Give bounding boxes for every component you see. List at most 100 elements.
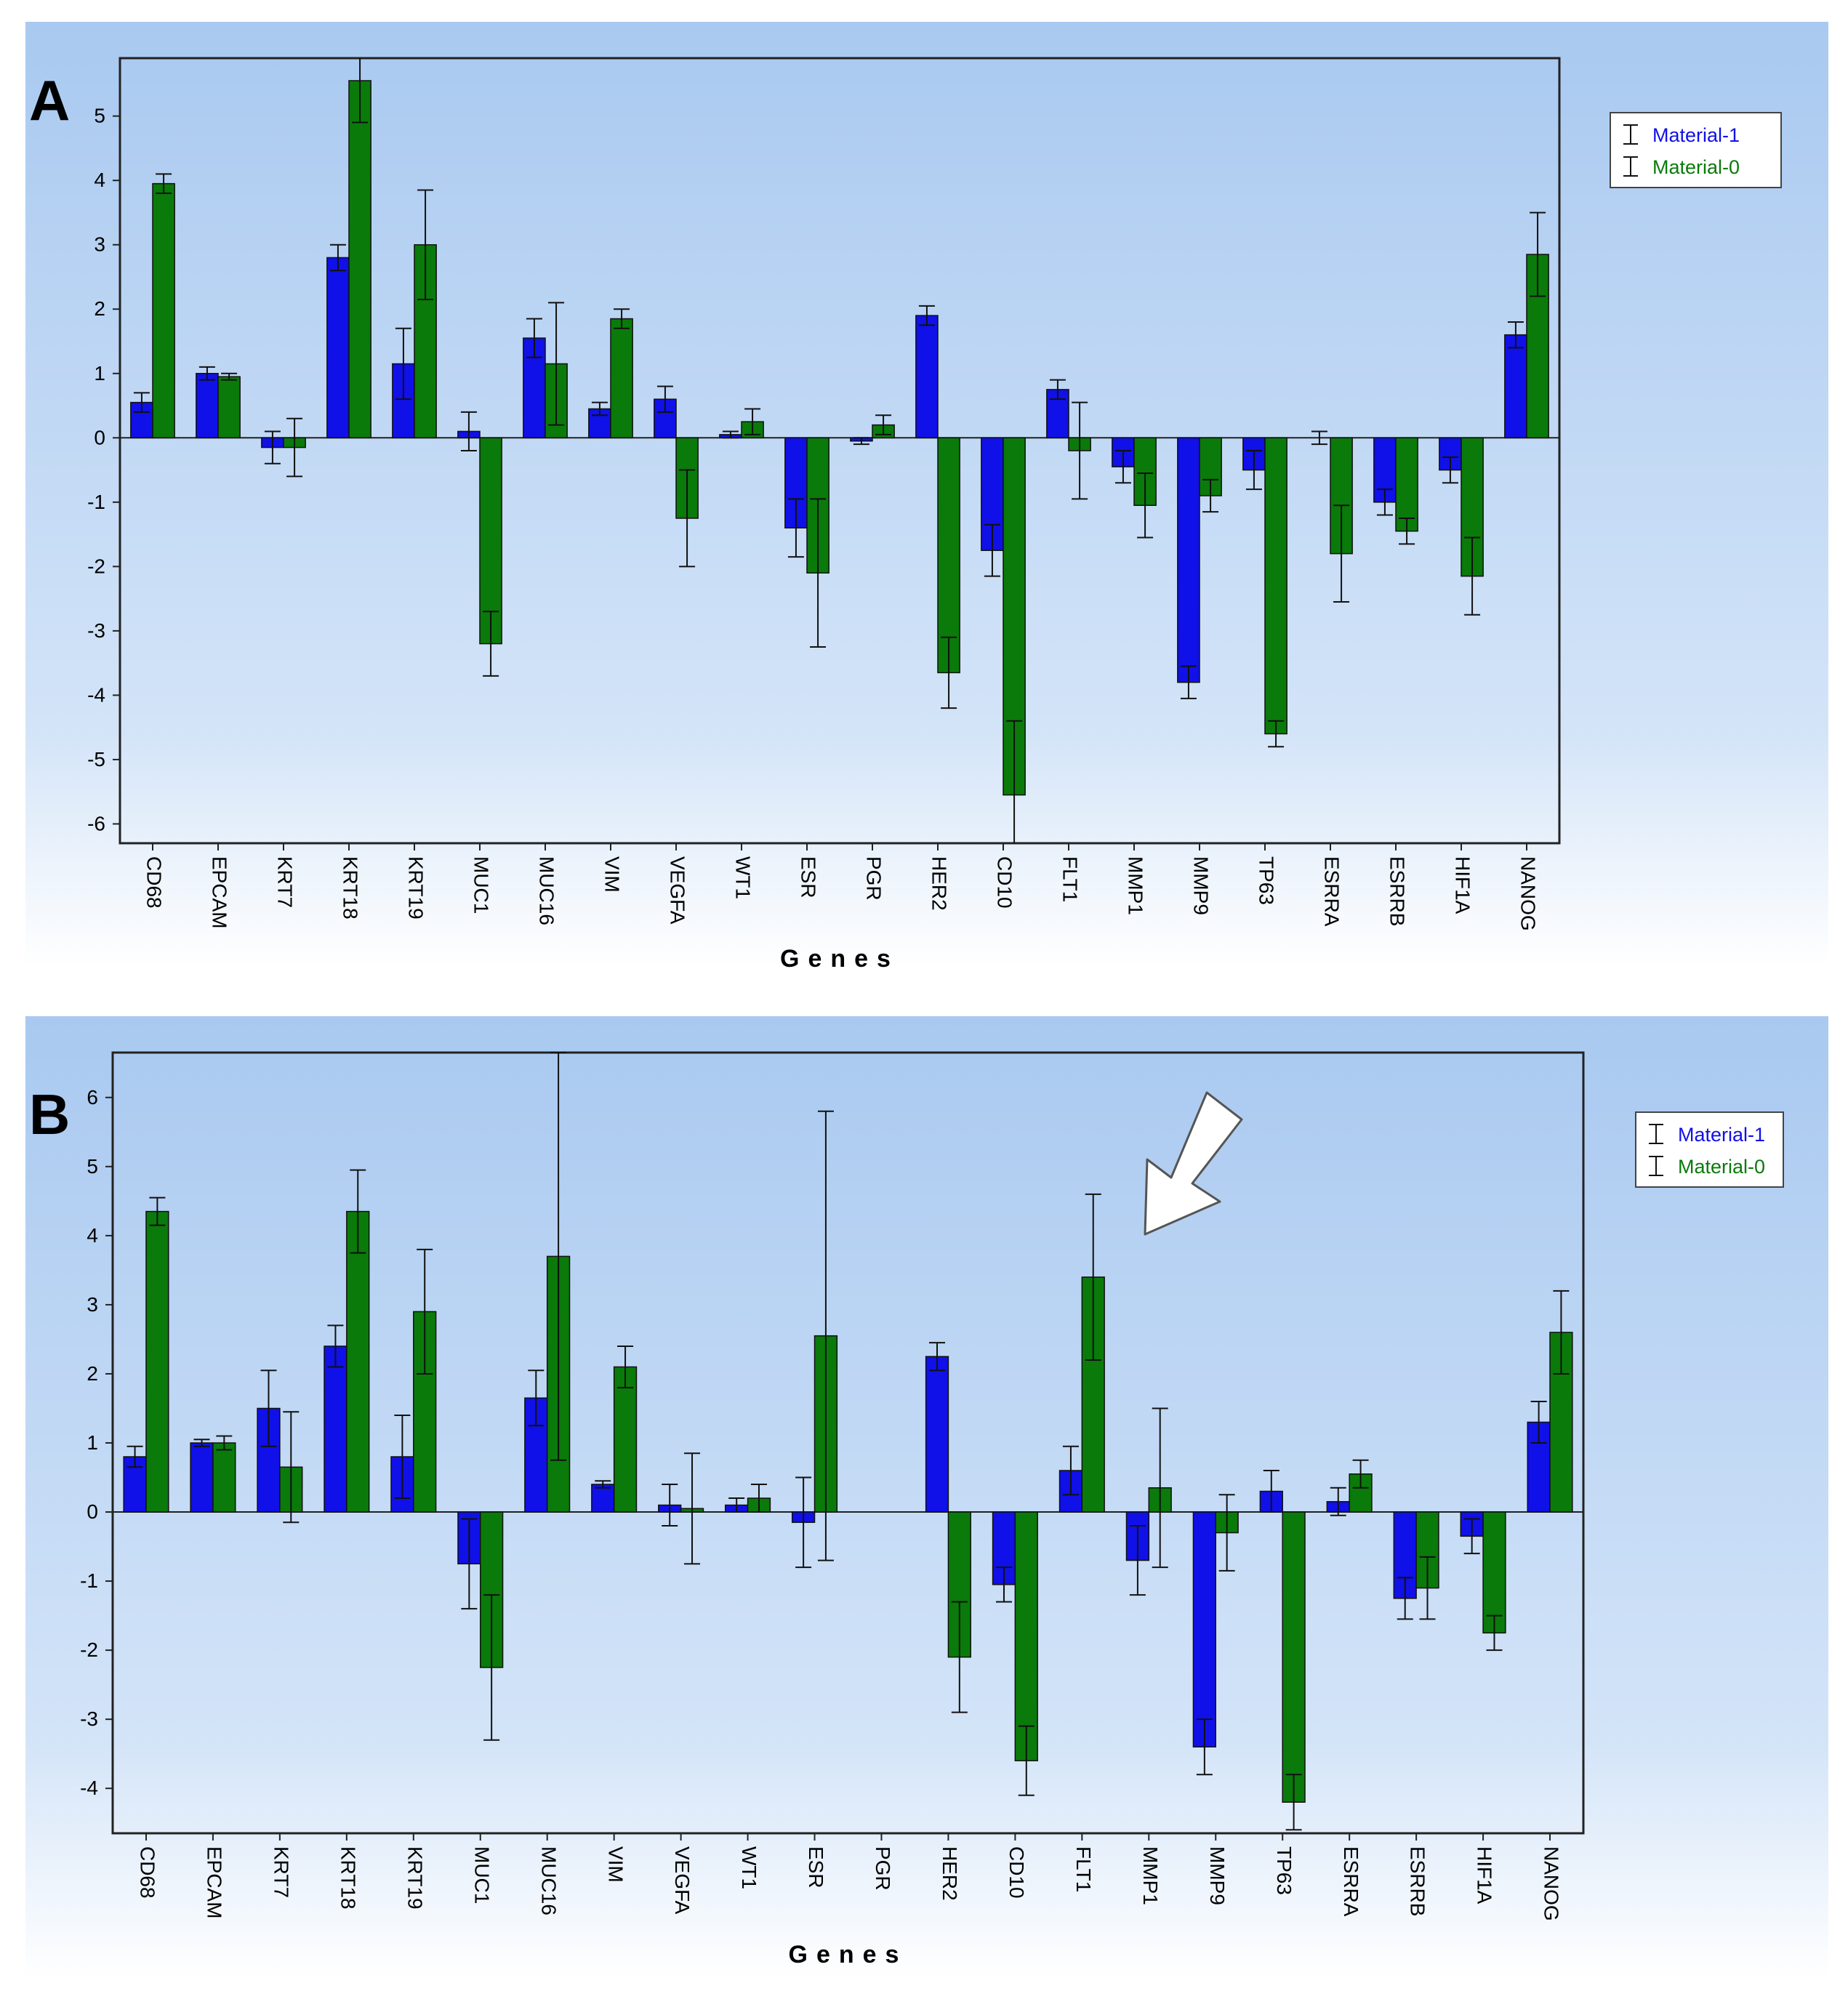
bar-material-0-vim[interactable] xyxy=(610,318,633,439)
panel-b: B 6 5 4 3 2 1 0 -1 -2 -3 -4 CD68 EPCAM KRT7 KRT18 KRT19 M… xyxy=(25,1016,1828,1979)
bar-material-0-tp63[interactable] xyxy=(1264,437,1287,735)
x-tick-label: VEGFA xyxy=(667,856,689,925)
y-tick-label: 1 xyxy=(87,1431,98,1454)
panel-label: A xyxy=(29,68,70,132)
bar-material-1-mmp9[interactable] xyxy=(1177,437,1200,683)
x-tick-label: HER2 xyxy=(928,856,951,911)
bar-material-0-cd68[interactable] xyxy=(145,1210,169,1513)
x-tick-label: FLT1 xyxy=(1072,1846,1095,1892)
x-tick-label: CD68 xyxy=(143,856,166,909)
x-tick-label: KRT19 xyxy=(405,856,427,920)
x-tick-label: WT1 xyxy=(738,1846,760,1889)
bar-material-1-vim[interactable] xyxy=(588,408,611,439)
bar-material-0-mmp9[interactable] xyxy=(1199,437,1222,496)
x-tick-label: PGR xyxy=(863,856,885,901)
y-tick-label: 5 xyxy=(87,1155,98,1178)
y-tick-label: 0 xyxy=(94,426,105,449)
x-tick-label: ESRRA xyxy=(1321,856,1343,927)
x-tick-label: VIM xyxy=(604,1846,627,1883)
x-tick-label: EPCAM xyxy=(204,1846,226,1919)
x-tick-label: KRT18 xyxy=(340,856,362,920)
y-tick-label: -4 xyxy=(87,683,105,706)
x-tick-label: MUC16 xyxy=(537,1846,560,1915)
x-tick-label: CD10 xyxy=(994,856,1016,909)
bar-material-1-her2[interactable] xyxy=(925,1356,949,1513)
y-tick-label: 3 xyxy=(94,233,105,256)
panel-background xyxy=(25,22,1828,967)
legend: Material-1 Material-0 xyxy=(1610,112,1782,188)
x-tick-label: NANOG xyxy=(1517,856,1540,931)
bar-material-0-muc1[interactable] xyxy=(479,437,502,645)
x-tick-label: EPCAM xyxy=(209,856,231,929)
x-tick-label: MUC16 xyxy=(536,856,558,925)
x-tick-label: KRT7 xyxy=(270,1846,292,1898)
panel-a: A 5 4 3 2 1 0 -1 -2 -3 -4 -5 -6 CD68 EPCAM KRT7 KRT18 KRT… xyxy=(25,22,1828,973)
bar-material-0-epcam[interactable] xyxy=(217,376,241,439)
y-tick-label: -3 xyxy=(87,619,105,642)
x-tick-label: TP63 xyxy=(1273,1846,1295,1895)
x-tick-label: ESRRB xyxy=(1407,1846,1429,1916)
bar-material-1-epcam[interactable] xyxy=(196,373,219,439)
x-tick-label: KRT7 xyxy=(274,856,297,908)
y-tick-label: 5 xyxy=(94,105,105,127)
bar-material-1-mmp9[interactable] xyxy=(1192,1511,1216,1747)
bar-material-0-esrrb[interactable] xyxy=(1395,437,1418,532)
y-tick-label: 3 xyxy=(87,1293,98,1316)
x-tick-label: PGR xyxy=(872,1846,894,1891)
y-tick-label: -4 xyxy=(80,1777,98,1799)
bar-material-0-cd10[interactable] xyxy=(1014,1511,1038,1761)
y-tick-label: -3 xyxy=(80,1708,98,1730)
y-tick-label: 4 xyxy=(87,1224,98,1247)
bar-material-0-hif1a[interactable] xyxy=(1482,1511,1506,1634)
x-tick-label: ESR xyxy=(805,1846,827,1889)
legend-label-material-1: Material-1 xyxy=(1652,124,1740,146)
bar-material-1-nanog[interactable] xyxy=(1504,334,1527,439)
y-tick-label: -6 xyxy=(87,812,105,834)
x-tick-label: ESRRA xyxy=(1340,1846,1362,1917)
legend-label-material-0: Material-0 xyxy=(1678,1156,1765,1178)
x-tick-label: MMP1 xyxy=(1125,856,1147,915)
x-tick-label: ESRRB xyxy=(1386,856,1409,926)
x-tick-label: FLT1 xyxy=(1059,856,1082,902)
legend-label-material-0: Material-0 xyxy=(1652,156,1740,178)
legend: Material-1 Material-0 xyxy=(1635,1111,1784,1188)
x-tick-label: TP63 xyxy=(1256,856,1278,905)
bar-material-0-cd68[interactable] xyxy=(152,182,175,439)
bar-material-0-krt18[interactable] xyxy=(346,1210,370,1513)
bar-material-0-krt18[interactable] xyxy=(348,80,371,439)
y-tick-label: -2 xyxy=(80,1638,98,1661)
y-tick-label: -1 xyxy=(87,491,105,513)
bar-material-1-her2[interactable] xyxy=(915,315,939,439)
x-tick-label: KRT18 xyxy=(337,1846,359,1910)
y-tick-label: -2 xyxy=(87,555,105,577)
bar-material-0-tp63[interactable] xyxy=(1282,1511,1306,1803)
x-tick-label: VIM xyxy=(601,856,624,893)
bar-material-0-epcam[interactable] xyxy=(212,1442,236,1513)
y-tick-label: -1 xyxy=(80,1569,98,1592)
x-tick-label: VEGFA xyxy=(671,1846,694,1915)
x-tick-label: NANOG xyxy=(1540,1846,1563,1921)
panel-label: B xyxy=(29,1082,70,1146)
y-tick-label: 2 xyxy=(94,297,105,320)
x-axis-title: Genes xyxy=(789,1941,908,1968)
bar-material-1-krt18[interactable] xyxy=(324,1346,347,1513)
y-tick-label: -5 xyxy=(87,748,105,771)
x-tick-label: MMP9 xyxy=(1206,1846,1229,1905)
x-tick-label: CD68 xyxy=(137,1846,159,1899)
bar-material-1-krt18[interactable] xyxy=(326,257,350,439)
x-tick-label: ESR xyxy=(798,856,820,898)
x-tick-label: HIF1A xyxy=(1452,856,1474,914)
bar-material-0-vim[interactable] xyxy=(613,1366,638,1513)
x-axis-title: Genes xyxy=(780,945,899,973)
y-tick-label: 2 xyxy=(87,1362,98,1385)
x-tick-label: HER2 xyxy=(939,1846,961,1901)
y-tick-label: 6 xyxy=(87,1086,98,1109)
x-tick-label: CD10 xyxy=(1005,1846,1028,1899)
x-tick-label: KRT19 xyxy=(403,1846,426,1910)
x-tick-label: HIF1A xyxy=(1474,1846,1496,1905)
x-tick-label: MUC1 xyxy=(470,1846,493,1904)
legend-label-material-1: Material-1 xyxy=(1678,1124,1765,1146)
bar-material-1-epcam[interactable] xyxy=(190,1442,214,1513)
bar-material-0-mmp1[interactable] xyxy=(1133,437,1157,506)
x-tick-label: WT1 xyxy=(732,856,755,899)
